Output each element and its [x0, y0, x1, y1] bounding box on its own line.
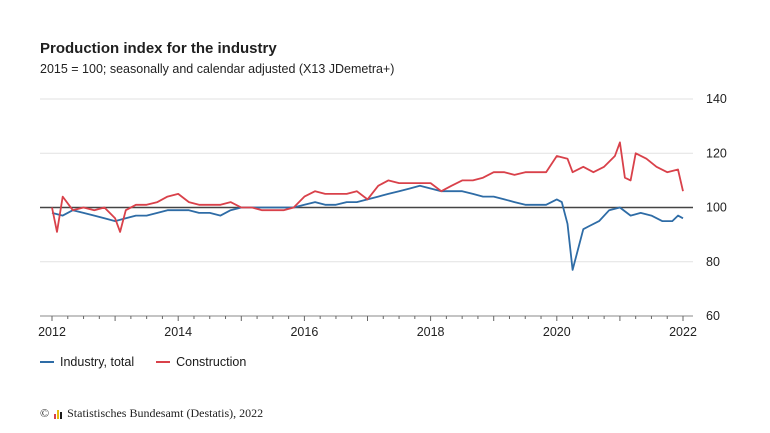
x-axis: 2012 2014 2016 2018 2020 2022 — [38, 316, 697, 339]
series-line-construction — [51, 141, 684, 233]
gridlines — [40, 98, 693, 317]
destatis-logo-icon — [54, 409, 63, 419]
x-tick-label: 2016 — [290, 325, 318, 339]
copyright-symbol: © — [40, 406, 50, 420]
y-tick-label: 120 — [706, 146, 727, 160]
legend-label-industry: Industry, total — [60, 355, 135, 369]
legend-swatch-industry — [40, 361, 54, 363]
legend-label-construction: Construction — [176, 355, 247, 369]
x-tick-label: 2018 — [417, 325, 445, 339]
y-tick-label: 140 — [706, 92, 727, 106]
x-tick-label: 2014 — [164, 325, 192, 339]
legend: Industry, total Construction — [40, 355, 246, 369]
x-tick-label: 2012 — [38, 325, 66, 339]
series-line-industry — [51, 184, 684, 271]
legend-item-construction: Construction — [156, 355, 246, 369]
y-tick-label: 60 — [706, 309, 720, 323]
series-lines — [51, 141, 684, 271]
x-tick-label: 2020 — [543, 325, 571, 339]
source-text: Statistisches Bundesamt (Destatis), 2022 — [67, 406, 264, 420]
y-tick-label: 100 — [706, 201, 727, 215]
chart-title: Production index for the industry — [40, 40, 277, 57]
legend-swatch-construction — [156, 361, 171, 363]
y-tick-label: 80 — [706, 255, 720, 269]
y-axis: 140 120 100 80 60 — [706, 92, 727, 323]
legend-item-industry: Industry, total — [40, 355, 134, 369]
chart-subtitle: 2015 = 100; seasonally and calendar adju… — [40, 62, 395, 76]
x-tick-label: 2022 — [669, 325, 697, 339]
source-note: © Statistisches Bundesamt (Destatis), 20… — [40, 406, 263, 421]
